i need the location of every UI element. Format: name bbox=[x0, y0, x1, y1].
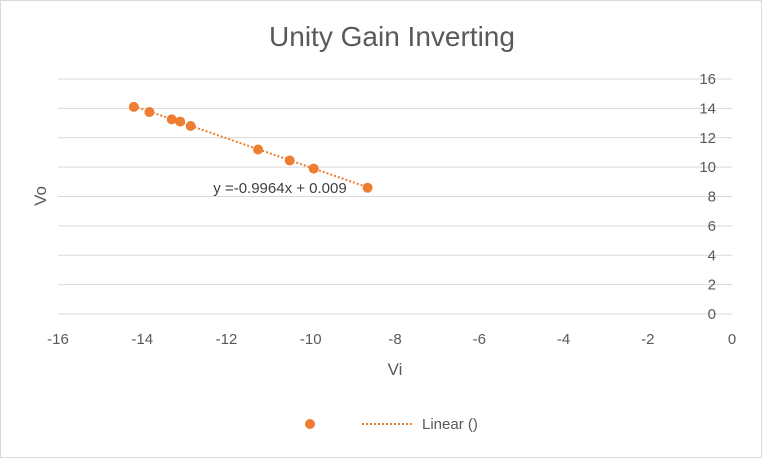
data-point-4 bbox=[185, 121, 196, 131]
x-tick-label-7: -2 bbox=[641, 331, 654, 348]
y-tick-label-1: 2 bbox=[708, 277, 716, 294]
x-tick-label-6: -4 bbox=[557, 331, 570, 348]
chart-title: Unity Gain Inverting bbox=[269, 21, 515, 52]
x-tick-label-5: -6 bbox=[473, 331, 486, 348]
data-point-5 bbox=[253, 144, 264, 155]
data-point-8 bbox=[362, 182, 373, 193]
y-tick-label-4: 8 bbox=[708, 189, 716, 206]
data-point-1 bbox=[144, 107, 155, 118]
x-tick-labels: -16 -14 -12 -10 -8 -6 -4 -2 0 bbox=[47, 331, 736, 348]
x-tick-label-3: -10 bbox=[300, 331, 322, 348]
y-tick-label-8: 16 bbox=[699, 71, 716, 88]
x-axis-title: Vi bbox=[388, 360, 403, 379]
x-tick-label-8: 0 bbox=[728, 331, 736, 348]
legend: Linear () bbox=[305, 416, 478, 433]
data-point-0 bbox=[128, 101, 139, 112]
x-tick-label-0: -16 bbox=[47, 331, 69, 348]
y-tick-label-6: 12 bbox=[699, 130, 716, 147]
y-axis-title: Vo bbox=[31, 186, 50, 206]
data-point-6 bbox=[284, 155, 295, 166]
data-point-7 bbox=[308, 163, 319, 174]
data-point-3 bbox=[175, 116, 186, 127]
x-tick-label-4: -8 bbox=[388, 331, 401, 348]
x-tick-label-2: -12 bbox=[216, 331, 238, 348]
y-tick-label-5: 10 bbox=[699, 159, 716, 176]
gridlines bbox=[58, 78, 732, 315]
legend-marker-series bbox=[305, 419, 315, 429]
legend-label-trendline: Linear () bbox=[422, 416, 478, 433]
y-tick-labels: 0 2 4 6 8 10 12 14 16 bbox=[699, 71, 716, 323]
y-tick-label-0: 0 bbox=[708, 306, 716, 323]
data-point-2 bbox=[166, 114, 177, 125]
data-points bbox=[128, 101, 373, 193]
trendline-equation: y =-0.9964x + 0.009 bbox=[213, 180, 346, 197]
y-tick-label-7: 14 bbox=[699, 100, 716, 117]
x-tick-label-1: -14 bbox=[131, 331, 153, 348]
y-tick-label-3: 6 bbox=[708, 218, 716, 235]
y-tick-label-2: 4 bbox=[708, 247, 716, 264]
